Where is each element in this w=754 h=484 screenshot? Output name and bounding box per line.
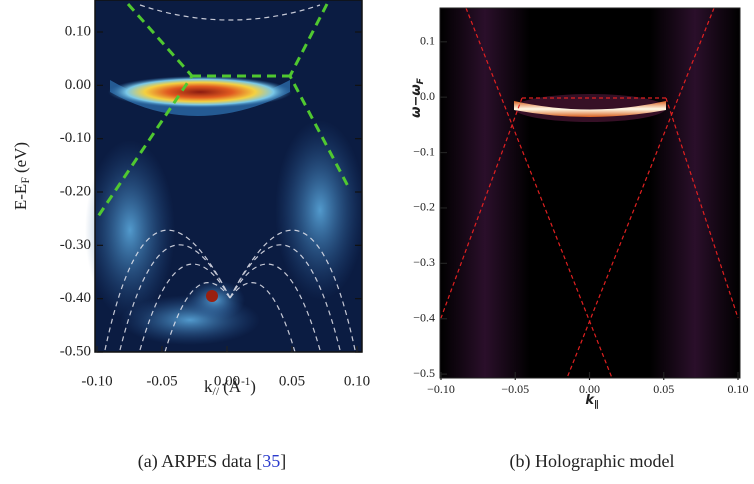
y-tick-label: 0.1 [420, 34, 435, 48]
y-label-main: E-E [11, 184, 30, 210]
x-tick-label: 0.10 [344, 373, 370, 389]
y-tick-label: -0.20 [60, 183, 91, 199]
x-tick-label: −0.05 [501, 382, 529, 396]
x-label-close: ) [250, 377, 256, 396]
arpes-image [85, 0, 365, 353]
caption-text: ] [280, 451, 286, 471]
x-tick-label: −0.10 [427, 382, 455, 396]
x-label-sub: // [213, 384, 220, 398]
caption: (a) ARPES data [35] [138, 451, 286, 472]
x-tick-label: 0.00 [214, 373, 240, 389]
caption-text: (a) ARPES data [ [138, 451, 262, 472]
y-label-sub: F [416, 77, 426, 84]
citation: 35 [262, 451, 280, 471]
y-label-sub: F [18, 177, 32, 184]
x-label-main: k [204, 377, 213, 396]
y-tick-label: −0.5 [413, 366, 435, 380]
y-axis-label: E-EF (eV) [11, 142, 32, 210]
model-image [439, 7, 741, 379]
x-label-unit: (Å [223, 377, 242, 396]
x-tick-label: 0.05 [653, 382, 674, 396]
y-tick-label: -0.50 [60, 343, 91, 359]
y-tick-label: −0.3 [413, 255, 435, 269]
y-tick-label: −0.1 [413, 144, 435, 158]
y-tick-label: 0.00 [65, 77, 91, 93]
x-label-sub: ∥ [594, 399, 599, 410]
x-axis-label: k//(Å-1) [204, 376, 256, 398]
x-tick-label: 0.10 [728, 382, 749, 396]
y-tick-label: 0.0 [420, 89, 435, 103]
y-tick-label: -0.10 [60, 130, 91, 146]
caption-text: (b) Holographic model [510, 451, 675, 472]
caption: (b) Holographic model [510, 451, 675, 472]
y-label-main: ω−ω [409, 84, 424, 118]
y-tick-label: −0.2 [413, 200, 435, 214]
y-tick-label: -0.40 [60, 290, 91, 306]
x-label-main: k [585, 393, 595, 408]
y-label-unit: (eV) [11, 142, 30, 173]
y-tick-label: -0.30 [60, 237, 91, 253]
x-tick-label: -0.10 [81, 373, 112, 389]
x-tick-label: 0.05 [279, 373, 305, 389]
y-tick-label: 0.10 [65, 23, 91, 39]
x-label-sup: -1 [241, 376, 250, 388]
x-tick-label: -0.05 [146, 373, 177, 389]
y-tick-label: −0.4 [413, 310, 435, 324]
y-axis-label: ω−ωF [409, 77, 426, 118]
x-axis-label: k∥ [585, 393, 598, 410]
x-tick-label: 0.00 [579, 382, 600, 396]
